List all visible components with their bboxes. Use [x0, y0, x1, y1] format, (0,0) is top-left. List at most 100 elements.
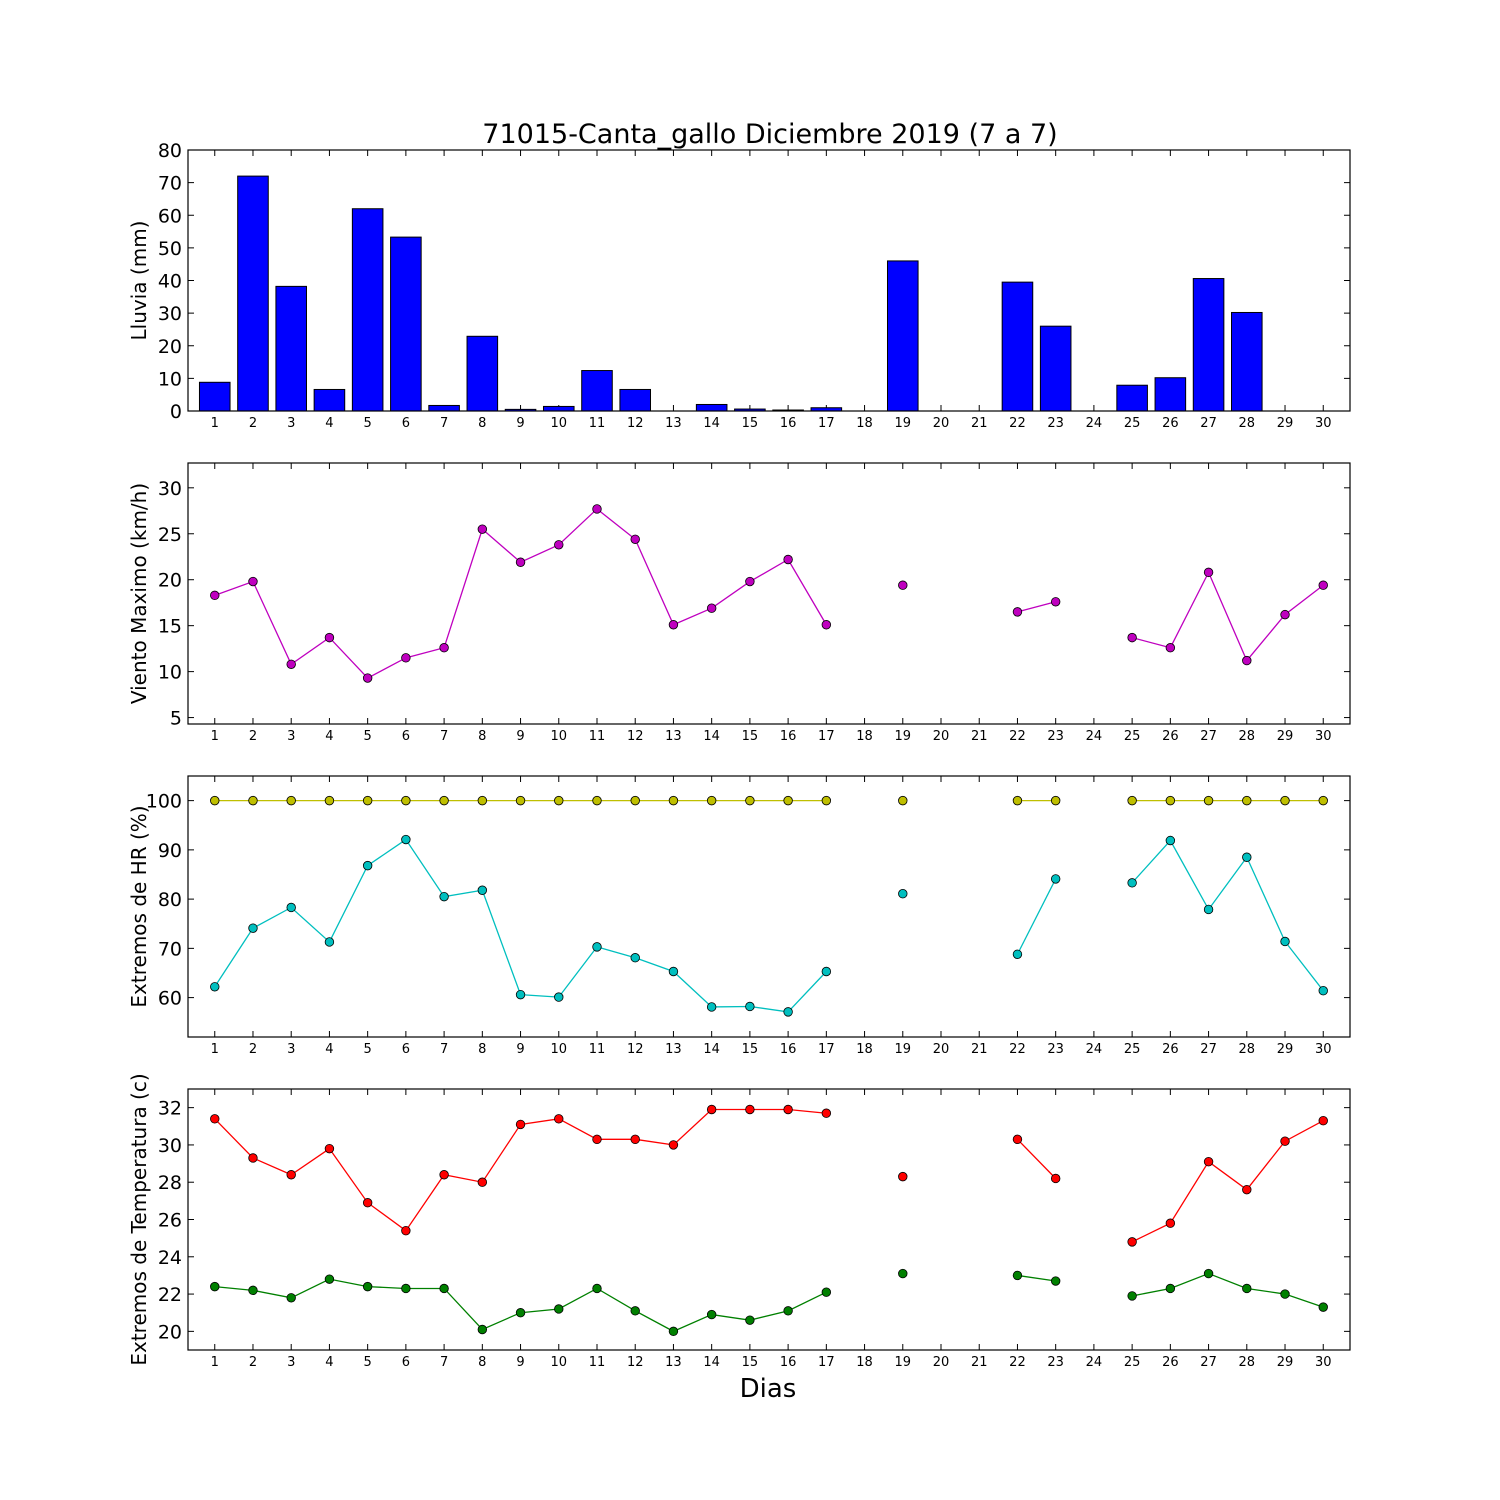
bar — [581, 370, 613, 412]
bar — [198, 381, 231, 412]
y-tick-label: 30 — [158, 1135, 182, 1157]
x-tick-label: 11 — [589, 1042, 606, 1057]
data-point — [210, 1281, 220, 1292]
series-line — [1131, 1120, 1324, 1243]
x-tick-label: 12 — [627, 1355, 644, 1370]
bar — [1192, 278, 1225, 412]
x-tick-label: 25 — [1124, 729, 1141, 744]
plot-frame — [187, 775, 1351, 1038]
data-point — [592, 1134, 602, 1145]
x-tick-label: 29 — [1277, 729, 1294, 744]
data-point — [668, 795, 679, 806]
data-point — [706, 1104, 717, 1115]
y-tick-label: 80 — [158, 889, 182, 911]
data-point — [1127, 1237, 1137, 1247]
x-tick-label: 4 — [325, 1042, 333, 1057]
y-tick-label: 25 — [158, 524, 182, 546]
data-point — [1127, 632, 1137, 643]
data-point — [745, 576, 755, 587]
series-line — [1131, 570, 1324, 662]
data-point — [1318, 795, 1328, 806]
x-tick-label: 19 — [895, 416, 912, 431]
data-point — [630, 1134, 640, 1145]
y-tick-label: 20 — [158, 336, 182, 358]
data-point — [1165, 643, 1176, 653]
data-point — [362, 1281, 373, 1292]
data-point — [821, 1287, 832, 1297]
data-point — [1012, 1270, 1023, 1281]
data-point — [1165, 795, 1176, 806]
x-tick-label: 23 — [1047, 416, 1064, 431]
data-point — [1165, 835, 1176, 846]
x-tick-label: 29 — [1277, 1042, 1294, 1057]
x-tick-label: 13 — [665, 1355, 682, 1370]
data-point — [745, 1001, 755, 1012]
x-tick-label: 2 — [249, 1355, 257, 1370]
x-tick-label: 20 — [933, 416, 950, 431]
x-tick-label: 13 — [665, 416, 682, 431]
data-point — [668, 620, 679, 630]
x-tick-label: 14 — [703, 416, 720, 431]
data-point — [1012, 607, 1023, 617]
x-tick-label: 16 — [780, 729, 797, 744]
data-point — [477, 1324, 488, 1335]
x-tick-label: 30 — [1315, 1355, 1332, 1370]
bar — [619, 388, 652, 412]
x-tick-label: 6 — [402, 729, 410, 744]
series-line — [1131, 839, 1324, 992]
data-point — [745, 1104, 755, 1115]
y-tick-label: 10 — [158, 368, 182, 390]
x-tick-label: 18 — [856, 1042, 873, 1057]
data-point — [554, 795, 564, 806]
x-tick-label: 1 — [211, 1042, 219, 1057]
data-point — [1203, 1268, 1214, 1279]
data-point — [1012, 949, 1023, 959]
data-point — [439, 1170, 449, 1180]
data-point — [477, 885, 488, 895]
y-tick-label: 70 — [158, 938, 182, 960]
x-tick-label: 6 — [402, 1355, 410, 1370]
y-axis-label: Extremos de Temperatura (c) — [127, 1073, 151, 1365]
x-tick-label: 20 — [933, 1355, 950, 1370]
x-tick-label: 23 — [1047, 1355, 1064, 1370]
y-tick-label: 22 — [158, 1284, 182, 1306]
x-tick-label: 18 — [856, 1355, 873, 1370]
x-tick-label: 16 — [780, 1042, 797, 1057]
x-tick-label: 16 — [780, 1355, 797, 1370]
x-tick-label: 14 — [703, 1355, 720, 1370]
bar — [542, 405, 575, 412]
data-point — [477, 1177, 488, 1187]
x-tick-label: 22 — [1009, 729, 1026, 744]
x-tick-label: 27 — [1200, 1355, 1217, 1370]
data-point — [210, 590, 220, 601]
data-point — [286, 1293, 296, 1303]
x-tick-label: 12 — [627, 729, 644, 744]
data-point — [630, 953, 640, 963]
x-tick-label: 26 — [1162, 416, 1179, 431]
data-point — [630, 1306, 640, 1316]
data-point — [324, 632, 335, 643]
x-tick-label: 15 — [742, 729, 759, 744]
data-point — [286, 659, 296, 669]
data-point — [439, 1283, 449, 1294]
y-axis-label: Extremos de HR (%) — [127, 805, 151, 1007]
data-point — [362, 860, 373, 871]
data-point — [821, 1108, 832, 1118]
x-tick-label: 28 — [1239, 729, 1256, 744]
x-tick-label: 19 — [895, 729, 912, 744]
bar — [1001, 281, 1034, 412]
x-tick-label: 24 — [1086, 416, 1103, 431]
data-point — [1318, 1115, 1328, 1126]
y-axis-label: Lluvia (mm) — [127, 221, 151, 341]
plot-frame — [187, 1088, 1351, 1351]
data-point — [401, 1283, 411, 1294]
data-point — [898, 888, 908, 899]
data-point — [783, 795, 793, 806]
x-tick-label: 19 — [895, 1042, 912, 1057]
data-point — [1242, 795, 1252, 806]
x-tick-label: 7 — [440, 1355, 448, 1370]
data-point — [1280, 795, 1290, 806]
x-tick-label: 14 — [703, 1042, 720, 1057]
data-point — [362, 1198, 373, 1208]
